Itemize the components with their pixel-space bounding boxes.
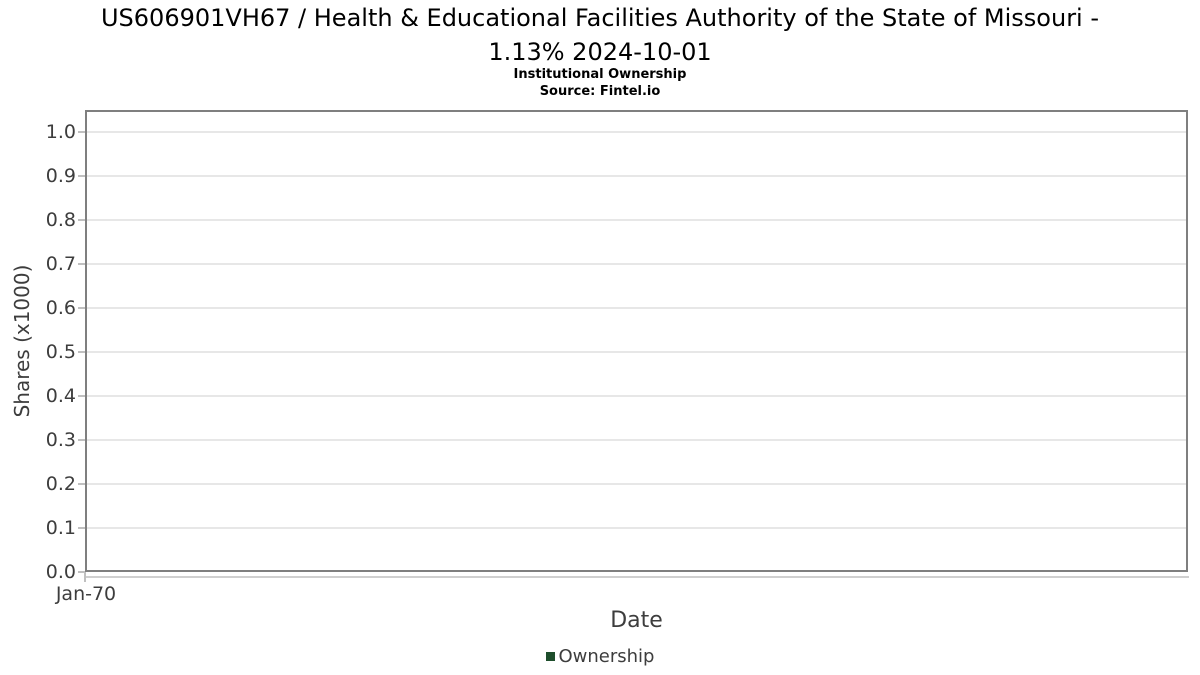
y-axis-tick-label-0.2: 0.2: [45, 473, 76, 495]
gridline-y-0.6: [85, 307, 1188, 309]
y-axis-tick-label-0.0: 0.0: [45, 561, 76, 583]
chart-source-credit: Source: Fintel.io: [539, 84, 661, 99]
plot-gridlines: [85, 110, 1188, 572]
chart-subtitle: Institutional Ownership: [513, 67, 687, 82]
gridline-y-1.0: [85, 131, 1188, 133]
y-axis-tick-label-0.6: 0.6: [45, 297, 76, 319]
gridline-y-0.2: [85, 483, 1188, 485]
legend-marker-square-icon: [545, 652, 555, 661]
legend-label: Ownership: [558, 646, 655, 667]
y-axis-tick-mark-0.7: [78, 263, 85, 265]
gridline-y-0.5: [85, 351, 1188, 353]
y-axis-tick-mark-0.2: [78, 483, 85, 485]
y-axis-tick-mark-0.3: [78, 439, 85, 441]
y-axis-tick-mark-0.0: [78, 571, 85, 573]
y-axis-tick-mark-0.6: [78, 307, 85, 309]
chart-title-line2: 1.13% 2024-10-01: [488, 38, 712, 66]
y-axis-tick-label-0.9: 0.9: [45, 165, 76, 187]
y-axis-tick-label-0.1: 0.1: [45, 517, 76, 539]
x-axis-tick-mark: [84, 572, 86, 582]
gridline-y-0.7: [85, 263, 1188, 265]
y-axis-tick-label-0.5: 0.5: [45, 341, 76, 363]
y-axis-tick-mark-0.1: [78, 527, 85, 529]
y-axis-tick-label-0.8: 0.8: [45, 209, 76, 231]
y-axis-tick-mark-0.9: [78, 175, 85, 177]
y-axis-tick-mark-0.8: [78, 219, 85, 221]
y-axis-tick-label-0.3: 0.3: [45, 429, 76, 451]
y-axis-tick-mark-0.5: [78, 351, 85, 353]
y-axis-tick-mark-1.0: [78, 131, 85, 133]
legend-item-ownership[interactable]: Ownership: [0, 646, 1200, 667]
x-axis-baseline: [85, 576, 1189, 578]
gridline-y-0.3: [85, 439, 1188, 441]
plot-area: [85, 110, 1188, 572]
gridline-y-0.9: [85, 175, 1188, 177]
gridline-y-0.4: [85, 395, 1188, 397]
x-axis-tick-label: Jan-70: [55, 583, 117, 605]
chart-title-line1: US606901VH67 / Health & Educational Faci…: [100, 4, 1100, 32]
x-axis-title: Date: [610, 608, 663, 633]
y-axis-tick-label-0.7: 0.7: [45, 253, 76, 275]
gridline-y-0.8: [85, 219, 1188, 221]
y-axis-tick-label-0.4: 0.4: [45, 385, 76, 407]
y-axis-tick-label-1.0: 1.0: [45, 121, 76, 143]
gridline-y-0.1: [85, 527, 1188, 529]
y-axis-tick-mark-0.4: [78, 395, 85, 397]
